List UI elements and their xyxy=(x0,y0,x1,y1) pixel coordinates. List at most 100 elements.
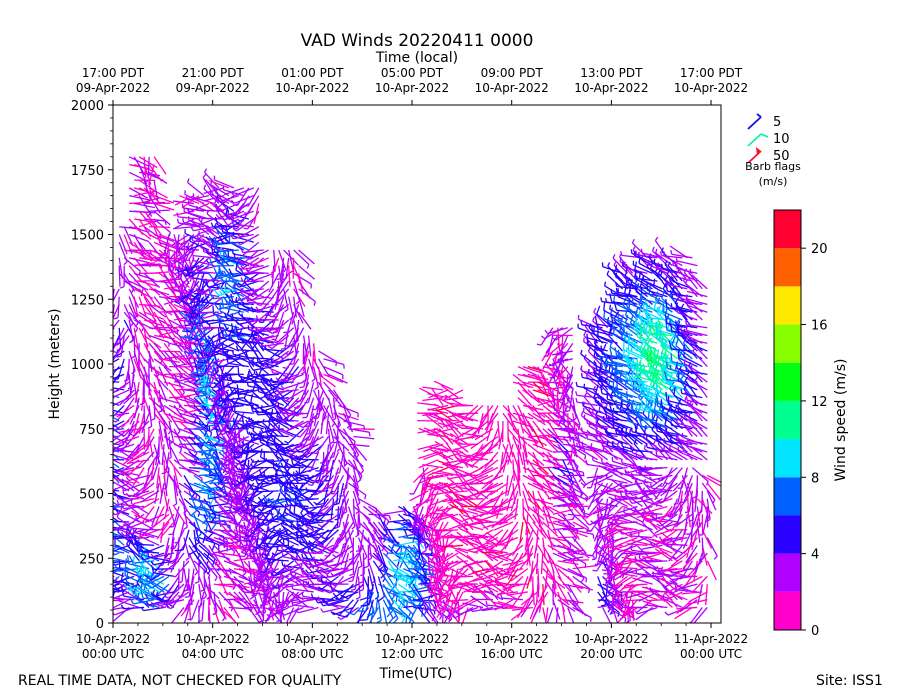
wind-barb xyxy=(492,552,514,559)
wind-barb xyxy=(266,422,285,445)
wind-barb xyxy=(372,529,385,552)
wind-barb xyxy=(506,552,519,572)
wind-barb xyxy=(557,552,578,562)
wind-barb xyxy=(212,420,220,447)
wind-barb xyxy=(219,272,244,282)
wind-barb xyxy=(172,483,178,507)
wind-barb xyxy=(172,249,195,263)
wind-barb xyxy=(434,552,454,565)
wind-barb xyxy=(448,521,469,531)
wind-barb xyxy=(532,443,553,453)
wind-barb xyxy=(213,467,225,490)
wind-barb xyxy=(113,327,130,346)
wind-barb xyxy=(247,257,265,272)
wind-barb xyxy=(268,334,290,350)
wind-barb xyxy=(532,381,549,398)
wind-barb xyxy=(173,226,195,230)
wind-barb xyxy=(220,443,240,461)
wind-barb xyxy=(318,358,331,378)
wind-barb xyxy=(426,415,444,430)
barb-legend-value: 5 xyxy=(773,115,781,130)
wind-barb xyxy=(342,405,351,429)
wind-barb xyxy=(160,591,180,609)
wind-barb xyxy=(174,242,180,264)
colorbar-tick-label: 16 xyxy=(811,319,828,334)
wind-barb xyxy=(512,552,524,572)
wind-barb xyxy=(705,584,708,606)
wind-barb xyxy=(133,585,150,608)
wind-barb xyxy=(242,241,260,257)
wind-barb xyxy=(143,288,157,307)
wind-barb xyxy=(113,327,125,348)
wind-barb xyxy=(370,607,375,623)
wind-barb xyxy=(477,513,499,522)
wind-barb xyxy=(322,598,349,607)
wind-barb xyxy=(409,475,424,495)
wind-barb xyxy=(218,412,235,432)
wind-barb xyxy=(242,490,265,503)
wind-barb xyxy=(188,513,208,534)
wind-barb xyxy=(302,350,310,372)
wind-barb xyxy=(429,498,439,519)
wind-barb xyxy=(493,521,514,531)
wind-barb xyxy=(118,596,140,609)
wind-barb xyxy=(273,327,295,343)
wind-barb xyxy=(188,529,198,556)
wind-barb xyxy=(240,277,264,283)
wind-barb xyxy=(173,467,180,489)
wind-barb xyxy=(267,303,290,318)
wind-barb xyxy=(409,506,419,529)
wind-barb xyxy=(328,389,343,407)
wind-barb xyxy=(492,601,514,609)
wind-barb xyxy=(479,482,499,494)
wind-barb xyxy=(123,389,140,405)
wind-barb xyxy=(321,521,340,540)
wind-barb xyxy=(318,529,339,545)
wind-barb xyxy=(510,490,519,512)
wind-barb xyxy=(417,607,431,623)
wind-barb xyxy=(153,296,168,314)
wind-barb xyxy=(494,513,514,526)
wind-barb xyxy=(218,537,236,556)
wind-barb xyxy=(487,505,509,515)
wind-barb xyxy=(140,606,165,612)
wind-barb xyxy=(537,389,559,397)
wind-barb xyxy=(562,498,576,520)
wind-barb xyxy=(248,607,261,623)
wind-barb xyxy=(193,358,215,378)
wind-barb xyxy=(184,241,200,262)
wind-barb xyxy=(295,555,319,562)
wind-barb xyxy=(281,257,290,281)
wind-barb xyxy=(547,529,554,551)
wind-barb xyxy=(113,327,115,331)
wind-barb xyxy=(127,538,145,562)
wind-barb xyxy=(128,459,145,476)
wind-barb xyxy=(163,350,179,368)
wind-barb xyxy=(250,404,274,410)
wind-barb xyxy=(160,513,175,531)
wind-barb xyxy=(127,366,135,390)
wind-barb xyxy=(542,506,550,527)
wind-barb xyxy=(113,482,115,485)
wind-barb xyxy=(184,335,205,355)
wind-barb xyxy=(275,591,295,609)
wind-barb xyxy=(368,505,387,524)
wind-barb xyxy=(446,476,464,492)
wind-barb xyxy=(113,304,120,320)
wind-barb xyxy=(233,575,249,593)
wind-barb xyxy=(271,288,290,306)
wind-barb xyxy=(562,568,583,578)
wind-barb xyxy=(352,459,362,483)
wind-barb xyxy=(491,513,509,529)
wind-barb xyxy=(691,467,709,486)
x-tick-date: 11-Apr-2022 xyxy=(674,632,748,646)
wind-barb xyxy=(202,342,225,357)
wind-barb xyxy=(113,599,125,602)
wind-barb xyxy=(133,327,139,349)
wind-barb xyxy=(298,296,305,318)
wind-barb xyxy=(532,365,553,376)
wind-barb xyxy=(450,516,469,531)
wind-barb xyxy=(169,241,185,259)
wind-barb xyxy=(282,591,304,605)
